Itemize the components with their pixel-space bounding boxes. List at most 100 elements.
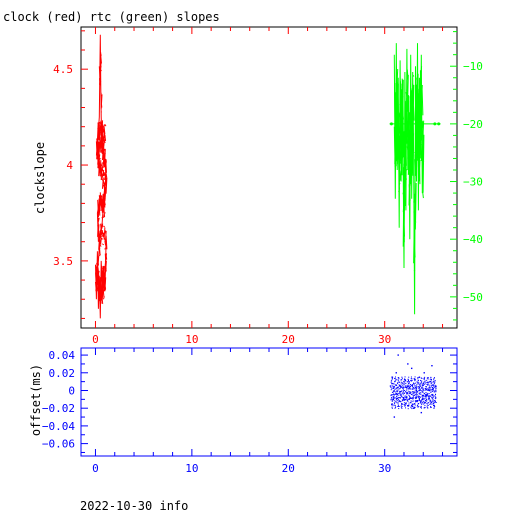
offset-sample <box>410 397 412 399</box>
offset-sample <box>422 395 424 397</box>
offset-sample <box>434 380 436 382</box>
offset-sample <box>406 396 408 398</box>
offset-sample <box>425 401 427 403</box>
offset-sample <box>407 387 409 389</box>
offset-sample <box>405 402 407 404</box>
offset-sample <box>402 382 404 384</box>
offset-sample <box>430 402 432 404</box>
offset-sample <box>422 384 424 386</box>
offset-sample <box>403 384 405 386</box>
offset-sample <box>401 376 403 378</box>
x-tick-label: 20 <box>282 333 295 346</box>
offset-sample <box>416 399 418 401</box>
offset-sample <box>410 393 412 395</box>
offset-sample <box>414 376 416 378</box>
offset-sample <box>431 401 433 403</box>
offset-point <box>400 394 402 396</box>
offset-sample <box>434 390 436 392</box>
offset-sample <box>414 403 416 405</box>
offset-sample <box>427 402 429 404</box>
offset-sample <box>392 390 394 392</box>
rtc-mean-point <box>433 122 437 126</box>
offset-sample <box>433 377 435 379</box>
offset-sample <box>410 376 412 378</box>
offset-sample <box>433 395 435 397</box>
offset-sample <box>419 401 421 403</box>
offset-sample <box>407 381 409 383</box>
offset-sample <box>404 405 406 407</box>
offset-sample <box>433 379 435 381</box>
offset-point <box>403 380 405 383</box>
offset-sample <box>392 399 394 401</box>
offset-sample <box>427 377 429 379</box>
offset-sample <box>403 379 405 381</box>
offset-sample <box>434 402 436 404</box>
offset-sample <box>419 386 421 388</box>
offset-sample <box>435 394 437 396</box>
offset-sample <box>392 405 394 407</box>
offset-sample <box>395 393 397 395</box>
offset-sample <box>414 389 416 391</box>
offset-sample <box>392 394 394 396</box>
offset-sample <box>424 402 426 404</box>
offset-sample <box>394 388 396 390</box>
offset-sample <box>434 391 436 393</box>
offset-sample <box>393 394 395 396</box>
offset-sample <box>412 393 414 395</box>
offset-sample <box>397 402 399 404</box>
offset-sample <box>401 399 403 401</box>
offset-sample <box>415 385 417 387</box>
offset-sample <box>415 393 417 395</box>
offset-sample <box>424 380 426 382</box>
offset-sample <box>425 393 427 395</box>
offset-sample <box>409 386 411 388</box>
offset-sample <box>398 392 400 394</box>
offset-sample <box>407 408 409 410</box>
offset-sample <box>407 404 409 406</box>
offset-sample <box>397 379 399 381</box>
right-y-tick-label: −30 <box>463 176 483 189</box>
offset-sample <box>400 390 402 392</box>
offset-sample <box>433 406 435 408</box>
offset-sample <box>425 400 427 402</box>
offset-sample <box>419 393 421 395</box>
offset-sample <box>435 393 437 395</box>
offset-sample <box>403 390 405 392</box>
offset-sample <box>427 407 429 409</box>
offset-sample <box>433 403 435 405</box>
offset-sample <box>391 403 393 405</box>
offset-sample <box>405 387 407 389</box>
offset-sample <box>423 397 425 399</box>
offset-sample <box>415 386 417 388</box>
offset-sample <box>423 401 425 403</box>
offset-sample <box>410 407 412 409</box>
offset-sample <box>435 386 437 388</box>
offset-sample <box>397 394 399 396</box>
offset-sample <box>398 408 400 410</box>
bottom-y-tick-label: 0.02 <box>49 367 76 380</box>
offset-sample <box>418 400 420 402</box>
offset-sample <box>393 388 395 390</box>
offset-sample <box>393 389 395 391</box>
offset-sample <box>418 402 420 404</box>
offset-sample <box>406 385 408 387</box>
offset-sample <box>421 399 423 401</box>
offset-sample <box>400 386 402 388</box>
offset-sample <box>416 394 418 396</box>
offset-sample <box>415 379 417 381</box>
offset-sample <box>416 397 418 399</box>
offset-sample <box>413 383 415 385</box>
bottom-y-axis: −0.06 −0.04 −0.02 0 0.02 0.04 <box>42 349 457 453</box>
offset-sample <box>397 391 399 393</box>
offset-sample <box>407 398 409 400</box>
offset-sample <box>397 386 399 388</box>
offset-sample <box>416 392 418 394</box>
rtc-mean-point <box>437 122 441 126</box>
offset-sample <box>400 381 402 383</box>
offset-sample <box>408 381 410 383</box>
offset-sample <box>411 391 413 393</box>
offset-sample <box>400 405 402 407</box>
offset-sample <box>425 388 427 390</box>
offset-sample <box>401 392 403 394</box>
